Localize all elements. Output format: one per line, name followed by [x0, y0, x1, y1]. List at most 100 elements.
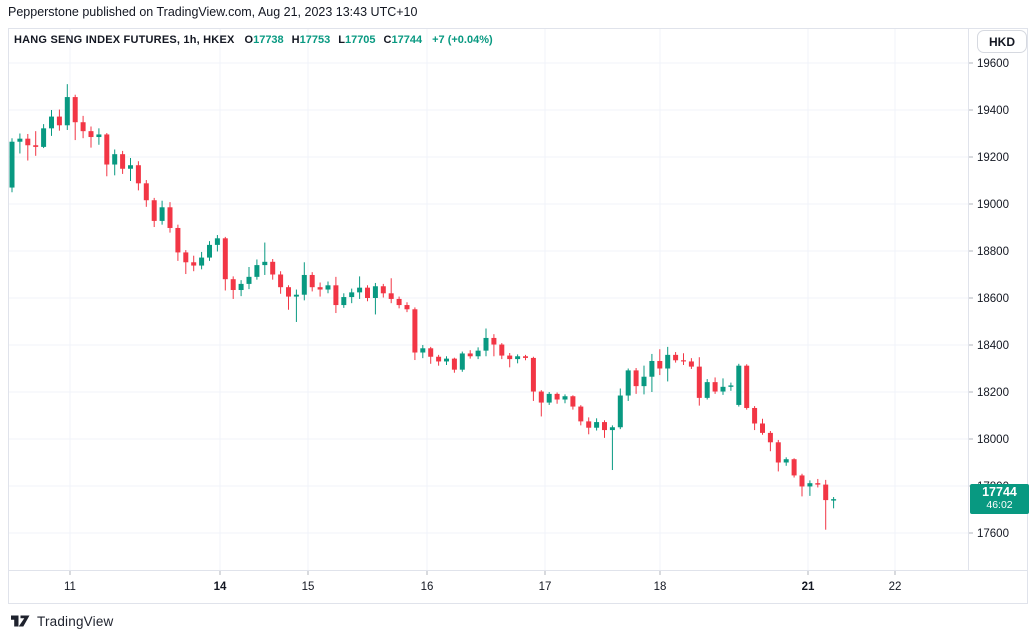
candle-down [278, 274, 284, 288]
candle-down [602, 422, 607, 431]
candle-down [230, 279, 236, 291]
y-axis-label: 19400 [977, 105, 1009, 117]
candle-up [293, 294, 299, 297]
candle-down [712, 382, 718, 392]
candle-up [372, 286, 378, 298]
candle-down [143, 183, 149, 201]
time-axis[interactable] [8, 570, 1028, 604]
candle-down [467, 353, 473, 357]
candle-down [799, 475, 805, 487]
candle-down [673, 354, 679, 361]
y-axis-label: 19200 [977, 152, 1009, 164]
candle-up [783, 459, 789, 463]
candle-up [325, 285, 331, 290]
candle-down [538, 391, 544, 403]
candle-down [436, 356, 442, 362]
candle-up [349, 292, 355, 298]
candle-down [815, 483, 821, 485]
candle-down [120, 154, 126, 169]
candle-down [25, 138, 31, 146]
candle-down [752, 407, 758, 424]
candle-up [546, 393, 552, 403]
x-axis-label: 16 [421, 581, 434, 593]
candle-down [380, 286, 386, 294]
candle-up [704, 382, 710, 398]
candle-down [309, 274, 315, 288]
candle-down [333, 285, 339, 306]
candle-up [736, 365, 742, 405]
candle-up [483, 337, 489, 351]
candle-up [341, 297, 347, 306]
candle-down [222, 238, 228, 280]
candle-up [831, 499, 837, 501]
y-axis-label: 18200 [977, 387, 1009, 399]
candle-up [199, 257, 205, 266]
candle-up [254, 265, 260, 277]
candle-down [681, 360, 686, 362]
y-axis-label: 18400 [977, 340, 1009, 352]
candle-down [175, 227, 181, 253]
candle-up [625, 370, 631, 396]
symbol-legend: HANG SENG INDEX FUTURES, 1h, HKEX O17738… [14, 34, 493, 46]
candle-down [767, 432, 773, 443]
x-axis-label: 18 [654, 581, 667, 593]
candle-up [112, 154, 118, 165]
candle-up [720, 386, 726, 392]
candle-down [744, 365, 750, 408]
candle-down [823, 484, 829, 501]
candle-up [159, 207, 165, 221]
y-axis-label: 17600 [977, 528, 1009, 540]
candle-down [286, 287, 291, 297]
currency-button[interactable]: HKD [977, 30, 1027, 53]
candle-up [665, 354, 671, 369]
candle-up [64, 97, 70, 126]
candle-down [412, 309, 418, 353]
candle-down [428, 348, 434, 357]
candle-up [617, 395, 623, 428]
candle-down [586, 421, 592, 428]
candle-up [128, 165, 133, 169]
ohlc-pair: L17705 [338, 34, 376, 46]
y-axis-label: 19000 [977, 199, 1009, 211]
candle-down [33, 145, 39, 147]
candle-down [270, 261, 276, 275]
candle-down [396, 298, 402, 306]
candle-down [523, 356, 528, 358]
candle-up [41, 128, 47, 147]
candle-down [72, 97, 78, 123]
candle-up [728, 385, 734, 387]
candle-down [775, 442, 781, 463]
candle-down [554, 393, 560, 400]
candle-up [459, 353, 465, 370]
candle-down [317, 287, 323, 290]
candle-down [578, 406, 584, 422]
candle-up [515, 356, 521, 360]
candle-down [404, 305, 410, 310]
candle-down [80, 122, 86, 132]
candle-down [365, 287, 370, 298]
candle-up [238, 283, 244, 291]
y-axis-label: 18000 [977, 434, 1009, 446]
candle-up [609, 427, 615, 431]
candle-down [451, 358, 457, 370]
candle-up [807, 483, 813, 487]
candle-up [246, 276, 252, 284]
candle-down [657, 360, 663, 369]
ohlc-pair: C17744 [383, 34, 423, 46]
last-price-label: 17744 46:02 [970, 484, 1029, 514]
candle-up [96, 134, 102, 138]
x-axis-label: 15 [302, 581, 315, 593]
last-price-value: 17744 [982, 485, 1017, 500]
candle-up [9, 141, 15, 188]
x-axis-label: 11 [64, 581, 76, 593]
x-axis-label: 21 [802, 581, 815, 593]
candle-down [791, 459, 797, 476]
candle-up [475, 350, 481, 357]
candle-down [135, 165, 141, 184]
countdown-timer: 46:02 [986, 499, 1013, 512]
candle-down [499, 344, 505, 356]
ohlc-pair: H17753 [291, 34, 331, 46]
candle-down [491, 337, 497, 345]
candle-down [696, 366, 702, 398]
